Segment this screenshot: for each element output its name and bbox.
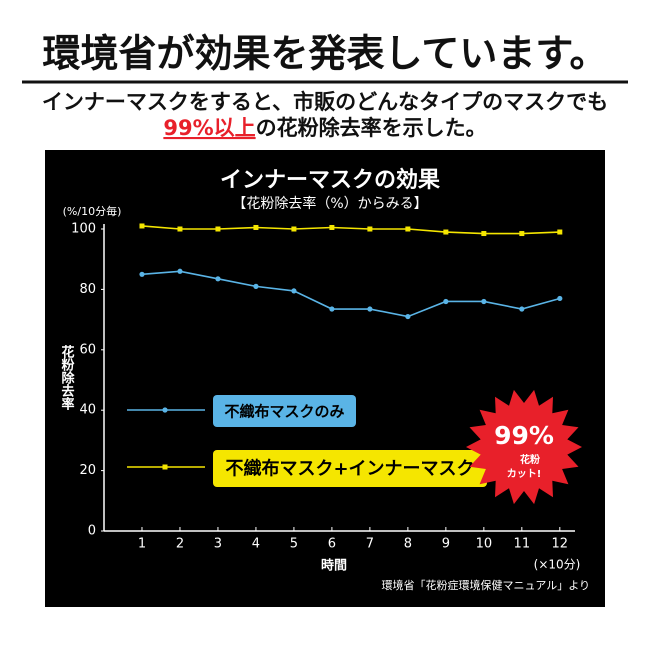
marker [215, 276, 221, 282]
badge-line: 花粉 [520, 453, 540, 466]
y-tick-label: 60 [79, 342, 96, 357]
marker [367, 226, 373, 232]
y-tick-label: 20 [79, 463, 96, 478]
marker [139, 271, 145, 277]
x-tick-label: 10 [476, 537, 493, 552]
y-tick-label: 80 [79, 282, 96, 297]
marker [329, 224, 335, 230]
source: 環境省「花粉症環境保健マニュアル」より [382, 578, 590, 592]
marker [215, 226, 221, 232]
badge-burst [466, 389, 582, 505]
y-tick-label: 40 [79, 403, 96, 418]
x-tick-label: 5 [290, 537, 298, 552]
x-tick-label: 4 [252, 537, 260, 552]
x-tick-label: 12 [552, 537, 569, 552]
y-unit: (%/10分毎) [63, 205, 122, 218]
marker [291, 226, 297, 232]
y-tick-label: 100 [71, 222, 96, 237]
headline: 環境省が効果を発表しています。 [42, 32, 607, 76]
marker [253, 283, 259, 289]
marker [481, 298, 487, 305]
x-tick-label: 11 [514, 537, 531, 552]
marker [557, 229, 563, 235]
y-axis-label: 花粉除去率 [59, 344, 75, 411]
marker [139, 223, 145, 229]
marker [443, 229, 449, 235]
y-tick-label: 0 [88, 524, 96, 539]
highlight: 99%以上 [163, 116, 255, 140]
chart-subtitle: 【花粉除去率（%）からみる】 [232, 195, 427, 212]
x-tick-label: 8 [404, 537, 412, 552]
badge-line: カット! [507, 468, 542, 480]
legend-box [213, 450, 487, 487]
x-tick-label: 7 [366, 537, 374, 552]
x-tick-label: 9 [442, 537, 450, 552]
marker [253, 224, 259, 230]
marker [405, 313, 411, 320]
marker [291, 288, 297, 294]
x-tick-label: 1 [138, 537, 146, 552]
marker [177, 268, 183, 274]
marker [443, 298, 449, 305]
legend-marker [162, 407, 168, 413]
x-tick-label: 2 [176, 537, 184, 552]
marker [177, 226, 183, 232]
sub-line: インナーマスクをすると、市販のどんなタイプのマスクでも [42, 90, 608, 114]
sub-text: の花粉除去率を示した。 [256, 116, 487, 140]
legend-label: 不織布マスク+インナーマスク [225, 458, 474, 480]
x-axis-label: 時間 [321, 558, 347, 574]
legend-label: 不織布マスクのみ [224, 403, 344, 421]
marker [329, 306, 335, 312]
chart-title: インナーマスクの効果 [220, 167, 440, 193]
marker [519, 306, 525, 312]
marker [519, 231, 525, 237]
marker [481, 231, 487, 237]
series-line [141, 270, 561, 318]
x-tick-label: 3 [214, 537, 222, 552]
marker [557, 295, 563, 302]
legend-marker [162, 464, 168, 470]
badge-big: 99% [494, 421, 554, 450]
marker [405, 226, 411, 232]
legend-box [213, 395, 356, 427]
series-line [141, 225, 560, 235]
marker [367, 306, 373, 312]
x-tick-label: 6 [328, 537, 336, 552]
sub-line: 99%以上の花粉除去率を示した。 [163, 116, 486, 140]
x-unit: (×10分) [534, 558, 581, 572]
